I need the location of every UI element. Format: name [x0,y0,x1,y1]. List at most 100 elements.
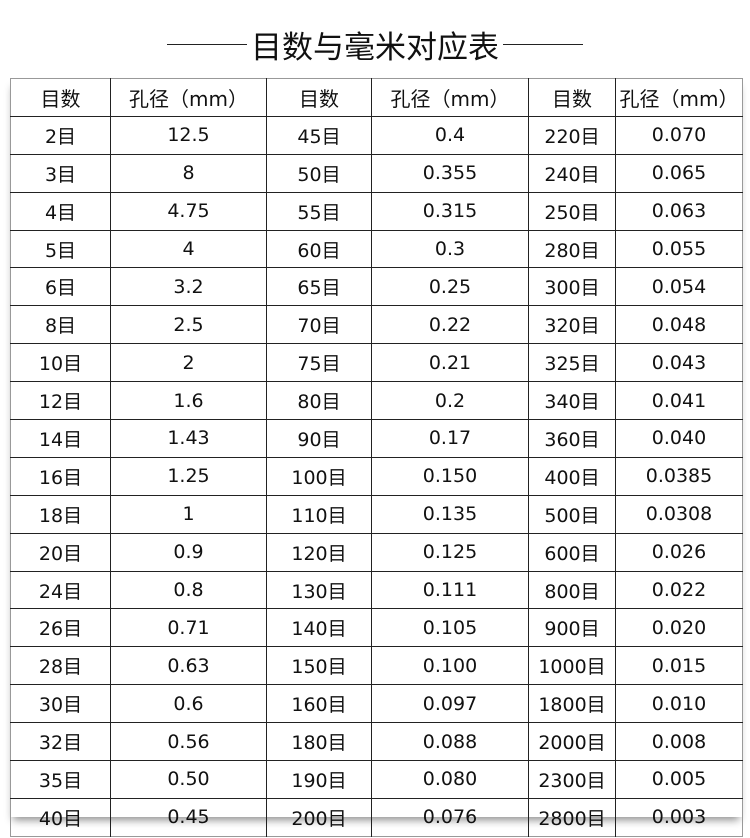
mesh-cell: 2300目 [528,760,616,799]
mesh-cell: 400目 [528,456,616,496]
mesh-mm-table: 目数 孔径（mm） 目数 孔径（mm） 目数 孔径（mm） 2目 12.5 45目 0.4 220目… [10,78,743,837]
table-row: 5目 4 60目 0.3 280目 0.055 [10,229,743,269]
mesh-cell: 4目 [10,191,111,231]
mesh-cell: 325目 [528,343,616,383]
header-aperture: 孔径（mm） [110,78,267,117]
mesh-cell: 50目 [266,153,372,193]
aperture-cell: 0.150 [371,456,529,496]
aperture-cell: 0.21 [371,343,529,383]
mesh-cell: 220目 [528,115,616,155]
mesh-cell: 2000目 [528,722,616,762]
mesh-cell: 320目 [528,305,616,345]
table-row: 6目 3.2 65目 0.25 300目 0.054 [10,267,743,307]
mesh-cell: 600目 [528,532,616,572]
mesh-cell: 110目 [266,494,372,534]
mesh-cell: 800目 [528,570,616,610]
header-aperture: 孔径（mm） [615,78,743,117]
aperture-cell: 0.010 [615,684,743,724]
aperture-cell: 0.8 [110,570,267,610]
table-row: 24目 0.8 130目 0.111 800目 0.022 [10,570,743,610]
mesh-cell: 12目 [10,381,111,421]
table-row: 20目 0.9 120目 0.125 600目 0.026 [10,532,743,572]
table-row: 10目 2 75目 0.21 325目 0.043 [10,343,743,383]
aperture-cell: 0.041 [615,381,743,421]
aperture-cell: 0.015 [615,646,743,686]
aperture-cell: 2.5 [110,305,267,345]
header-mesh: 目数 [528,78,616,117]
mesh-cell: 14目 [10,419,111,458]
table-header-row: 目数 孔径（mm） 目数 孔径（mm） 目数 孔径（mm） [10,78,743,117]
table-row: 14目 1.43 90目 0.17 360目 0.040 [10,419,743,458]
mesh-cell: 250目 [528,191,616,231]
table-row: 35目 0.50 190目 0.080 2300目 0.005 [10,760,743,799]
title-rule-right [503,44,583,45]
mesh-cell: 2目 [10,115,111,155]
mesh-cell: 80目 [266,381,372,421]
mesh-cell: 300目 [528,267,616,307]
mesh-cell: 20目 [10,532,111,572]
table-row: 28目 0.63 150目 0.100 1000目 0.015 [10,646,743,686]
aperture-cell: 0.45 [110,797,267,837]
mesh-cell: 130目 [266,570,372,610]
mesh-cell: 200目 [266,797,372,837]
mesh-cell: 16目 [10,456,111,496]
aperture-cell: 0.055 [615,229,743,269]
aperture-cell: 0.008 [615,722,743,762]
aperture-cell: 0.070 [615,115,743,155]
aperture-cell: 0.135 [371,494,529,534]
aperture-cell: 1.43 [110,419,267,458]
mesh-cell: 1000目 [528,646,616,686]
mesh-cell: 60目 [266,229,372,269]
page-title: 目数与毫米对应表 [251,30,499,66]
aperture-cell: 0.043 [615,343,743,383]
aperture-cell: 0.0385 [615,456,743,496]
aperture-cell: 8 [110,153,267,193]
mesh-cell: 35目 [10,760,111,799]
aperture-cell: 4 [110,229,267,269]
header-mesh: 目数 [266,78,372,117]
aperture-cell: 0.065 [615,153,743,193]
aperture-cell: 0.22 [371,305,529,345]
aperture-cell: 0.56 [110,722,267,762]
mesh-cell: 32目 [10,722,111,762]
header-mesh: 目数 [10,78,111,117]
aperture-cell: 0.048 [615,305,743,345]
aperture-cell: 0.2 [371,381,529,421]
mesh-cell: 18目 [10,494,111,534]
aperture-cell: 0.71 [110,608,267,648]
mesh-cell: 900目 [528,608,616,648]
aperture-cell: 0.088 [371,722,529,762]
header-aperture: 孔径（mm） [371,78,529,117]
mesh-cell: 24目 [10,570,111,610]
aperture-cell: 0.6 [110,684,267,724]
aperture-cell: 0.105 [371,608,529,648]
aperture-cell: 0.25 [371,267,529,307]
table-row: 30目 0.6 160目 0.097 1800目 0.010 [10,684,743,724]
aperture-cell: 0.3 [371,229,529,269]
table-row: 4目 4.75 55目 0.315 250目 0.063 [10,191,743,231]
mesh-cell: 10目 [10,343,111,383]
mesh-cell: 280目 [528,229,616,269]
aperture-cell: 0.097 [371,684,529,724]
mesh-cell: 30目 [10,684,111,724]
aperture-cell: 0.020 [615,608,743,648]
mesh-cell: 5目 [10,229,111,269]
mesh-cell: 40目 [10,797,111,837]
mesh-cell: 75目 [266,343,372,383]
mesh-table-container: 目数 孔径（mm） 目数 孔径（mm） 目数 孔径（mm） 2目 12.5 45目 0.4 220目… [10,78,743,837]
aperture-cell: 0.17 [371,419,529,458]
table-row: 12目 1.6 80目 0.2 340目 0.041 [10,381,743,421]
aperture-cell: 0.100 [371,646,529,686]
aperture-cell: 0.076 [371,797,529,837]
aperture-cell: 0.063 [615,191,743,231]
aperture-cell: 0.040 [615,419,743,458]
aperture-cell: 0.355 [371,153,529,193]
mesh-cell: 90目 [266,419,372,458]
mesh-cell: 500目 [528,494,616,534]
mesh-cell: 180目 [266,722,372,762]
aperture-cell: 0.315 [371,191,529,231]
aperture-cell: 12.5 [110,115,267,155]
mesh-cell: 3目 [10,153,111,193]
aperture-cell: 0.63 [110,646,267,686]
mesh-cell: 55目 [266,191,372,231]
